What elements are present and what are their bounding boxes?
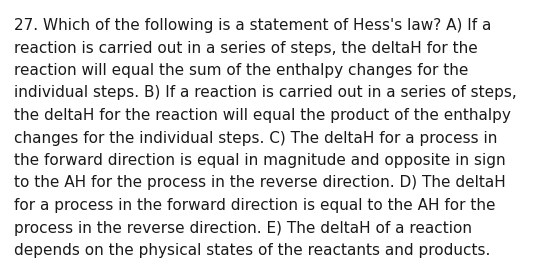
Text: depends on the physical states of the reactants and products.: depends on the physical states of the re… [14, 243, 490, 258]
Text: process in the reverse direction. E) The deltaH of a reaction: process in the reverse direction. E) The… [14, 221, 472, 236]
Text: reaction will equal the sum of the enthalpy changes for the: reaction will equal the sum of the entha… [14, 63, 468, 78]
Text: to the AH for the process in the reverse direction. D) The deltaH: to the AH for the process in the reverse… [14, 175, 506, 190]
Text: individual steps. B) If a reaction is carried out in a series of steps,: individual steps. B) If a reaction is ca… [14, 85, 517, 100]
Text: 27. Which of the following is a statement of Hess's law? A) If a: 27. Which of the following is a statemen… [14, 18, 492, 33]
Text: reaction is carried out in a series of steps, the deltaH for the: reaction is carried out in a series of s… [14, 41, 478, 55]
Text: the deltaH for the reaction will equal the product of the enthalpy: the deltaH for the reaction will equal t… [14, 108, 511, 123]
Text: changes for the individual steps. C) The deltaH for a process in: changes for the individual steps. C) The… [14, 131, 497, 146]
Text: the forward direction is equal in magnitude and opposite in sign: the forward direction is equal in magnit… [14, 153, 506, 168]
Text: for a process in the forward direction is equal to the AH for the: for a process in the forward direction i… [14, 198, 496, 213]
